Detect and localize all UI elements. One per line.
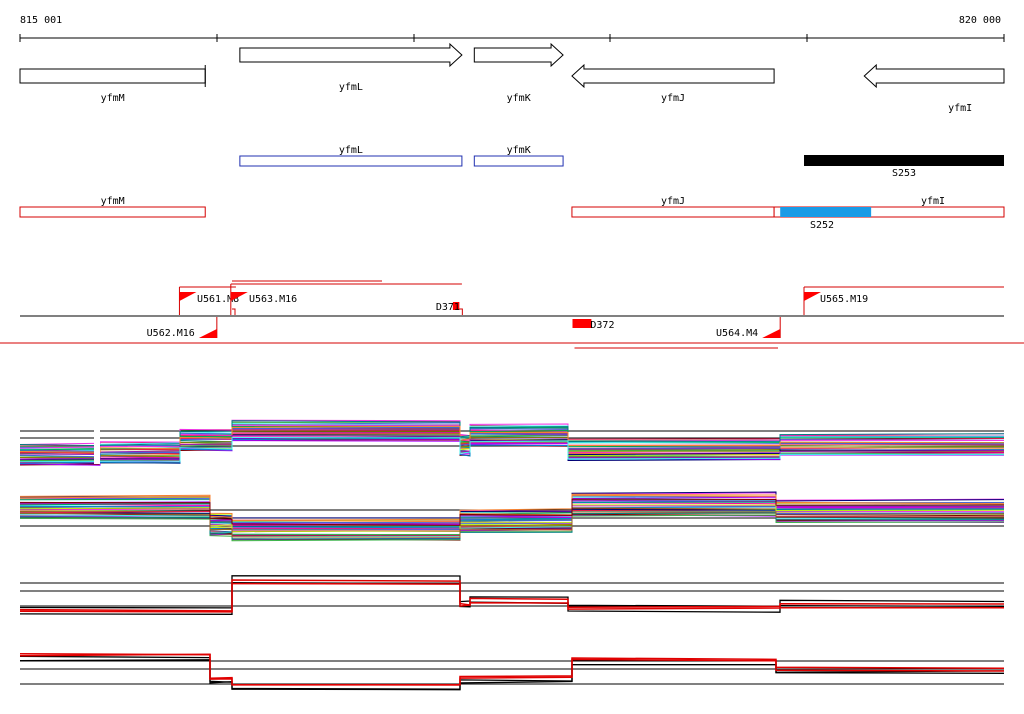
ruler-ticks xyxy=(19,34,1005,42)
blue-feature-label: yfmK xyxy=(507,145,531,156)
black-feature-label: S253 xyxy=(892,168,916,179)
feature-flag-U563.M16 xyxy=(230,292,248,301)
profile-panel-summary-forward xyxy=(19,575,1005,615)
gene-label-yfmJ: yfmJ xyxy=(661,93,685,104)
profile-panel-summary-reverse xyxy=(19,653,1005,691)
coord-end-label: 820 000 xyxy=(959,15,1001,26)
red-feature-label: yfmI xyxy=(921,196,945,207)
panel1-gap xyxy=(94,424,100,464)
expression-profiles xyxy=(19,419,1005,691)
gene-track: yfmM yfmL yfmK yfmJ yfmI xyxy=(19,42,1005,114)
feature-block-D372 xyxy=(572,319,592,328)
gene-arrow-yfmI xyxy=(863,63,1005,89)
red-feature-yfmM xyxy=(19,206,206,218)
feature-label-U564.M4: U564.M4 xyxy=(716,328,758,339)
gene-label-yfmI: yfmI xyxy=(948,103,972,114)
panel2-trace-38 xyxy=(19,511,1004,538)
feature-label-U561.M8: U561.M8 xyxy=(197,294,239,305)
feature-track: U561.M8 U563.M16 D371 U565.M19 U562.M16 D372 U… xyxy=(0,280,1024,349)
red-feature-label: yfmJ xyxy=(661,196,685,207)
profile-panel-forward-strand xyxy=(19,419,1005,466)
blue-feature-label: yfmL xyxy=(339,145,363,156)
gene-box-yfmM xyxy=(19,68,206,84)
profile-panel-reverse-strand xyxy=(19,491,1005,542)
panel3-trace-3 xyxy=(19,579,1005,612)
feature-label-D372: D372 xyxy=(590,320,614,331)
blue-feature-bar xyxy=(780,207,872,217)
coord-start-label: 815 001 xyxy=(20,15,62,26)
panel1-trace-39 xyxy=(19,437,1005,463)
black-feature-bar xyxy=(804,155,1004,166)
panel2-trace-39 xyxy=(19,498,1005,526)
feature-label-U565.M19: U565.M19 xyxy=(820,294,868,305)
gene-arrow-yfmK xyxy=(473,42,564,68)
panel4-trace-2 xyxy=(19,659,1005,691)
red-feature-yfmJ xyxy=(571,206,775,218)
feature-flag-U564.M4 xyxy=(762,329,781,338)
blue-bar-label: S252 xyxy=(810,220,834,231)
panel4-trace-3 xyxy=(19,653,1005,686)
feature-label-D371: D371 xyxy=(436,302,460,313)
feature-flag-U561.M8 xyxy=(179,292,197,301)
gene-label-yfmM: yfmM xyxy=(101,93,125,104)
feature-label-U562.M16: U562.M16 xyxy=(147,328,195,339)
coordinate-ruler: 815 001 820 000 xyxy=(19,15,1005,42)
feature-flag-U565.M19 xyxy=(804,292,822,301)
gene-arrow-yfmL xyxy=(239,42,463,68)
gene-label-yfmK: yfmK xyxy=(507,93,531,104)
blue-feature-yfmK xyxy=(473,155,564,167)
gene-label-yfmL: yfmL xyxy=(339,82,363,93)
feature-flag-U562.M16 xyxy=(198,329,217,338)
panel1-trace-37 xyxy=(19,425,1005,453)
red-feature-yfmI xyxy=(773,206,1005,218)
feature-connector xyxy=(232,308,236,315)
red-feature-label: yfmM xyxy=(101,196,125,207)
annotation-track: yfmL yfmK S253 yfmM yfmJ yfmI S252 xyxy=(19,145,1005,231)
gene-arrow-yfmJ xyxy=(571,63,775,89)
feature-connector xyxy=(459,308,463,315)
feature-label-U563.M16: U563.M16 xyxy=(249,294,297,305)
blue-feature-yfmL xyxy=(239,155,463,167)
feature-block-D371 xyxy=(452,302,460,310)
